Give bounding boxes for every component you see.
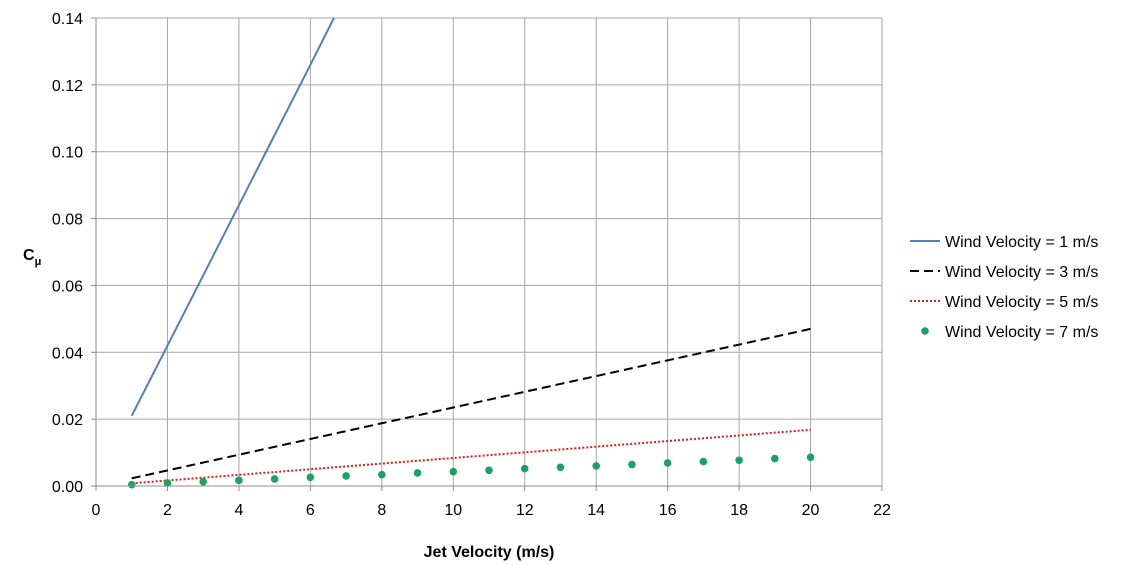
legend-item-1: Wind Velocity = 1 m/s bbox=[910, 234, 1098, 251]
data-point bbox=[378, 470, 386, 479]
y-tick-label: 0.04 bbox=[52, 345, 83, 362]
series-layer bbox=[127, 17, 815, 489]
x-tick-label: 4 bbox=[234, 502, 243, 519]
y-tick-label: 0.06 bbox=[52, 278, 83, 295]
x-tick-label: 16 bbox=[659, 502, 677, 519]
data-point bbox=[413, 469, 422, 477]
data-point bbox=[270, 475, 279, 483]
legend: Wind Velocity = 1 m/s Wind Velocity = 3 m… bbox=[910, 234, 1098, 341]
series-4 bbox=[127, 453, 815, 489]
legend-label: Wind Velocity = 5 m/s bbox=[945, 294, 1098, 311]
axes bbox=[91, 17, 883, 491]
y-tick-label: 0.12 bbox=[52, 78, 83, 95]
x-tick-label: 2 bbox=[163, 502, 172, 519]
x-tick-label: 14 bbox=[587, 502, 605, 519]
data-point bbox=[485, 466, 493, 475]
data-point bbox=[806, 453, 815, 462]
y-tick-label: 0.00 bbox=[52, 479, 83, 496]
y-tick-label: 0.14 bbox=[52, 11, 83, 28]
y-tick-label: 0.08 bbox=[52, 212, 83, 229]
data-point bbox=[163, 479, 172, 487]
x-tick-label: 0 bbox=[92, 502, 101, 519]
y-tick-label: 0.10 bbox=[52, 145, 83, 162]
y-axis-title-main: C bbox=[23, 247, 35, 264]
gridlines bbox=[96, 17, 883, 486]
data-point bbox=[235, 476, 243, 485]
legend-label: Wind Velocity = 3 m/s bbox=[945, 264, 1098, 281]
x-axis-title: Jet Velocity (m/s) bbox=[424, 544, 555, 561]
series-line bbox=[131, 428, 811, 485]
data-point bbox=[199, 477, 207, 486]
data-point bbox=[520, 464, 529, 473]
x-tick-label: 20 bbox=[802, 502, 820, 519]
data-point bbox=[592, 462, 600, 470]
data-point bbox=[449, 467, 458, 476]
series-line bbox=[130, 17, 335, 417]
series-line bbox=[131, 327, 811, 480]
data-point bbox=[127, 480, 136, 489]
legend-label: Wind Velocity = 7 m/s bbox=[945, 324, 1098, 341]
legend-marker bbox=[921, 327, 929, 335]
x-tick-label: 6 bbox=[306, 502, 315, 519]
legend-item-4: Wind Velocity = 7 m/s bbox=[921, 324, 1098, 341]
series-2 bbox=[131, 327, 811, 480]
tick-labels: 0 2 4 6 8 10 12 14 16 18 20 22 0.00 0.02 0.04 0.06 0.08 0… bbox=[52, 11, 891, 519]
data-point bbox=[771, 454, 779, 463]
data-point bbox=[556, 463, 565, 472]
data-point bbox=[306, 473, 315, 482]
x-tick-label: 18 bbox=[730, 502, 748, 519]
series-1 bbox=[130, 17, 335, 417]
data-point bbox=[699, 457, 708, 466]
legend-label: Wind Velocity = 1 m/s bbox=[945, 234, 1098, 251]
data-point bbox=[663, 459, 672, 467]
x-tick-label: 8 bbox=[377, 502, 386, 519]
x-tick-label: 10 bbox=[444, 502, 462, 519]
x-tick-label: 12 bbox=[516, 502, 534, 519]
y-axis-title-subscript: μ bbox=[35, 256, 42, 268]
series-3 bbox=[131, 428, 811, 485]
x-tick-label: 22 bbox=[873, 502, 891, 519]
data-point bbox=[342, 472, 350, 480]
legend-item-3: Wind Velocity = 5 m/s bbox=[910, 294, 1098, 311]
data-point bbox=[735, 456, 743, 465]
y-axis-title: Cμ bbox=[23, 247, 41, 268]
legend-item-2: Wind Velocity = 3 m/s bbox=[910, 264, 1098, 281]
data-point bbox=[628, 460, 636, 469]
y-tick-label: 0.02 bbox=[52, 412, 83, 429]
